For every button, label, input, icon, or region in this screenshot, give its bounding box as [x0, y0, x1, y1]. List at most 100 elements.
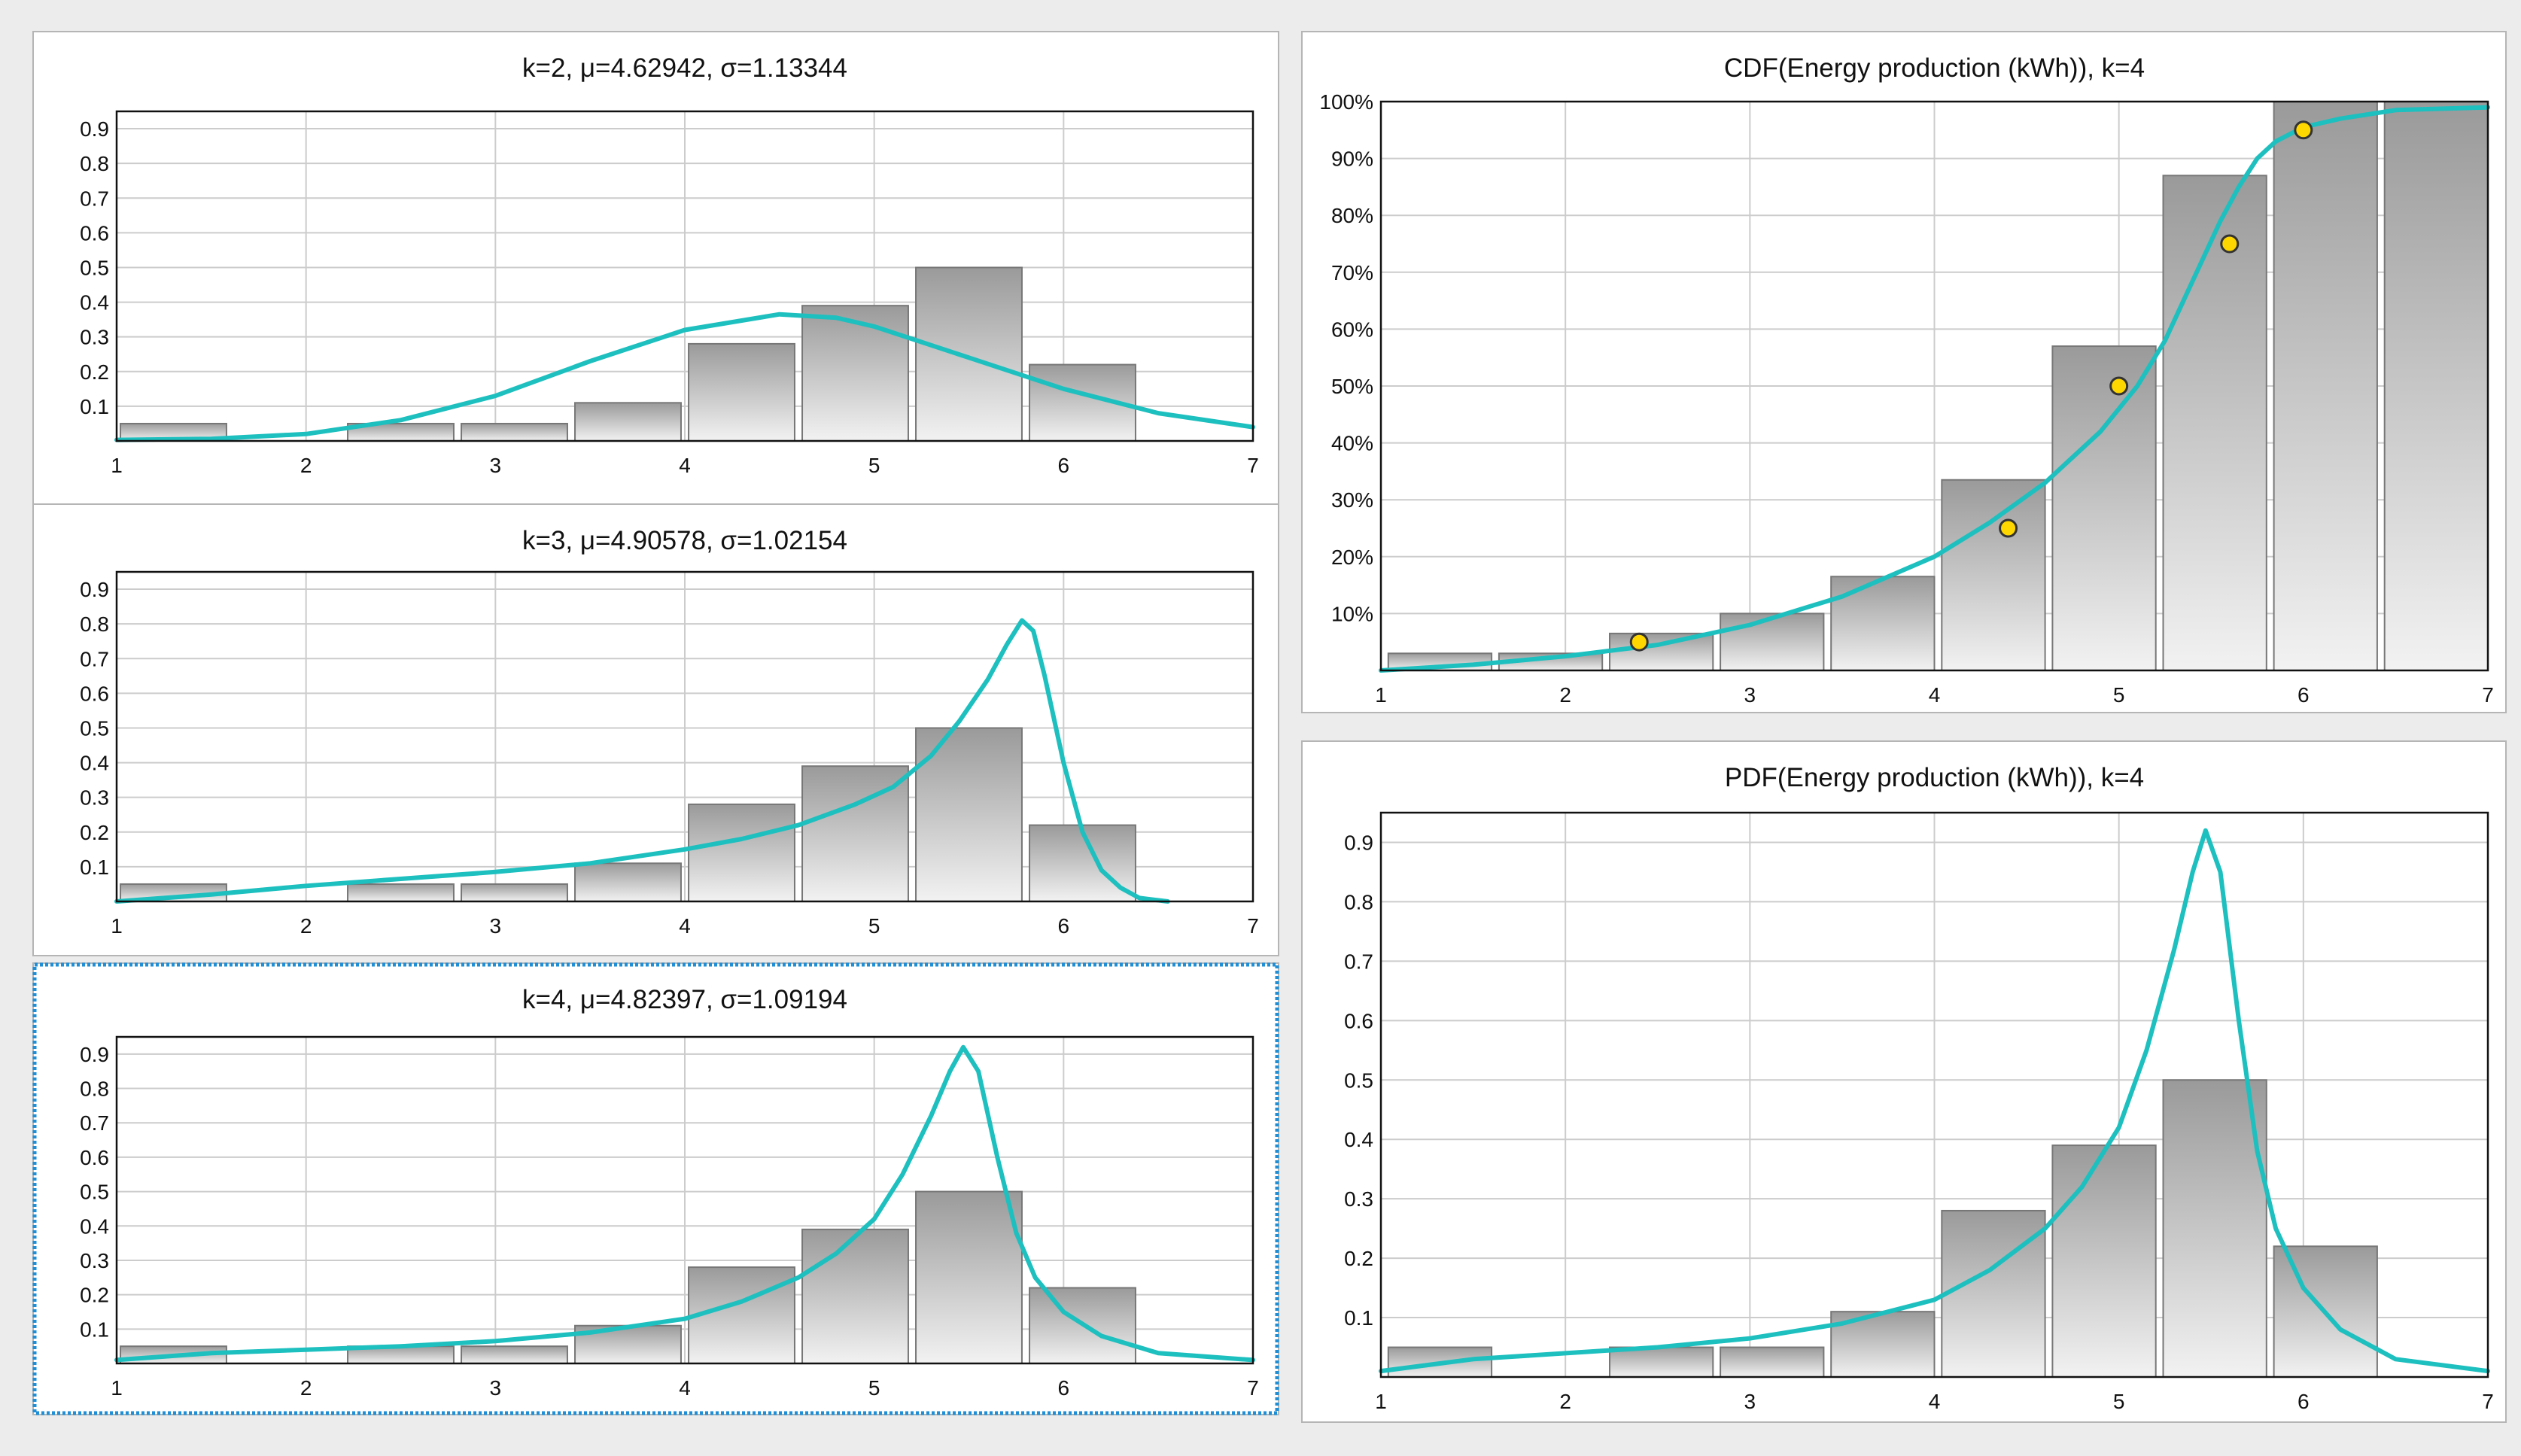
- histogram-bar: [688, 803, 795, 903]
- histogram-bar: [915, 1190, 1023, 1365]
- y-tick-label: 0.1: [1344, 1306, 1373, 1330]
- x-tick-label: 6: [2297, 683, 2310, 707]
- x-tick-label: 5: [868, 914, 880, 938]
- y-tick-label: 50%: [1331, 375, 1373, 398]
- x-tick-label: 3: [490, 454, 502, 477]
- chart-panel-k4[interactable]: k=4, μ=4.82397, σ=1.09194 1 2 3 4 5 6 7 0.1 0.2 0.…: [32, 962, 1279, 1415]
- quantile-point[interactable]: [1629, 632, 1649, 652]
- histogram-bar: [461, 422, 568, 442]
- histogram-bar: [801, 305, 909, 442]
- quantile-point[interactable]: [2109, 376, 2129, 396]
- y-tick-label: 40%: [1331, 432, 1373, 455]
- y-tick-label: 0.6: [80, 221, 109, 245]
- histogram-bar: [688, 342, 795, 442]
- y-tick-label: 10%: [1331, 602, 1373, 625]
- histogram-bar: [2383, 101, 2489, 671]
- histogram-bar: [1830, 576, 1936, 672]
- y-tick-label: 0.3: [80, 1249, 109, 1272]
- x-tick-label: 2: [300, 454, 312, 477]
- histogram-bar: [801, 1228, 909, 1364]
- x-tick-label: 7: [2482, 683, 2494, 707]
- y-tick-label: 30%: [1331, 488, 1373, 512]
- x-tick-label: 6: [1058, 454, 1070, 477]
- x-tick-label: 5: [868, 1376, 880, 1400]
- x-tick-label: 6: [2297, 1390, 2310, 1413]
- y-tick-label: 0.9: [80, 578, 109, 601]
- plot-frame: [1379, 100, 2489, 672]
- y-tick-label: 0.6: [1344, 1009, 1373, 1032]
- x-tick-label: 1: [111, 914, 123, 938]
- y-tick-label: 0.3: [80, 326, 109, 349]
- chart-panel-k3[interactable]: k=3, μ=4.90578, σ=1.02154 1 2 3 4 5 6 7 0.1 0.2 0.…: [32, 503, 1279, 956]
- chart-panel-cdf[interactable]: CDF(Energy production (kWh)), k=4 1 2 3 4 5 6 7…: [1301, 31, 2507, 713]
- histogram-bar: [1941, 1209, 2046, 1378]
- quantile-point[interactable]: [2220, 234, 2240, 254]
- y-tick-label: 0.5: [80, 1181, 109, 1204]
- y-tick-label: 0.4: [80, 1214, 109, 1238]
- x-tick-label: 7: [1247, 1376, 1259, 1400]
- y-tick-label: 0.5: [80, 256, 109, 279]
- plot-frame: [115, 570, 1254, 903]
- x-tick-label: 4: [1929, 683, 1941, 707]
- plot-frame: [115, 1035, 1254, 1365]
- y-tick-label: 0.3: [1344, 1187, 1373, 1211]
- histogram-bar: [1720, 612, 1825, 672]
- selection-border: [32, 962, 1279, 1415]
- chart-title: k=4, μ=4.82397, σ=1.09194: [522, 985, 847, 1014]
- y-tick-label: 90%: [1331, 147, 1373, 171]
- fitted-curve: [1379, 828, 2490, 1374]
- x-tick-label: 6: [1058, 1376, 1070, 1400]
- histogram-bar: [915, 727, 1023, 903]
- y-tick-label: 100%: [1319, 90, 1373, 114]
- quantile-point[interactable]: [2294, 120, 2313, 140]
- y-tick-label: 0.9: [80, 117, 109, 141]
- fitted-curve: [114, 312, 1255, 442]
- y-tick-label: 0.6: [80, 1146, 109, 1169]
- chart-title: k=2, μ=4.62942, σ=1.13344: [522, 53, 847, 83]
- y-tick-label: 0.6: [80, 682, 109, 705]
- y-tick-label: 0.8: [1344, 890, 1373, 913]
- quantile-point[interactable]: [1999, 518, 2018, 538]
- x-tick-label: 5: [2113, 683, 2125, 707]
- y-tick-label: 0.4: [1344, 1128, 1373, 1151]
- x-tick-label: 3: [1744, 683, 1756, 707]
- y-tick-label: 0.1: [80, 1318, 109, 1341]
- histogram-bar: [2162, 1079, 2267, 1378]
- y-tick-label: 0.4: [80, 291, 109, 315]
- histogram-bar: [1029, 824, 1136, 903]
- y-tick-label: 80%: [1331, 204, 1373, 227]
- chart-panel-pdf[interactable]: PDF(Energy production (kWh)), k=4 1 2 3 4 5 6 7…: [1301, 740, 2507, 1423]
- x-tick-label: 1: [111, 454, 123, 477]
- x-tick-label: 7: [1247, 454, 1259, 477]
- plot-frame: [115, 110, 1254, 442]
- x-tick-label: 1: [1375, 1390, 1387, 1413]
- y-tick-label: 0.9: [80, 1043, 109, 1066]
- histogram-bar: [1609, 632, 1714, 671]
- y-tick-label: 0.7: [80, 1111, 109, 1135]
- y-tick-label: 0.7: [80, 647, 109, 670]
- y-tick-label: 60%: [1331, 318, 1373, 341]
- x-tick-label: 4: [679, 454, 691, 477]
- y-tick-label: 70%: [1331, 261, 1373, 284]
- x-tick-label: 3: [490, 914, 502, 938]
- x-tick-label: 2: [300, 1376, 312, 1400]
- histogram-bar: [461, 1345, 568, 1364]
- x-tick-label: 3: [490, 1376, 502, 1400]
- y-tick-label: 0.1: [80, 856, 109, 879]
- histogram-bar: [1720, 1346, 1825, 1378]
- y-tick-label: 0.7: [1344, 950, 1373, 973]
- chart-panel-k2[interactable]: k=2, μ=4.62942, σ=1.13344 1 2 3 4 5 6 7 0.1 0.2 0.…: [32, 31, 1279, 506]
- histogram-bar: [461, 883, 568, 903]
- x-tick-label: 4: [679, 1376, 691, 1400]
- y-tick-label: 0.4: [80, 752, 109, 775]
- y-tick-label: 0.5: [80, 716, 109, 740]
- fitted-curve: [114, 1044, 1255, 1363]
- histogram-bar: [347, 883, 455, 903]
- y-tick-label: 0.2: [80, 360, 109, 384]
- x-tick-label: 3: [1744, 1390, 1756, 1413]
- fitted-curve: [114, 618, 1170, 904]
- y-tick-label: 0.9: [1344, 831, 1373, 854]
- y-tick-label: 0.8: [80, 1078, 109, 1101]
- plot-frame: [1379, 811, 2489, 1378]
- x-tick-label: 7: [2482, 1390, 2494, 1413]
